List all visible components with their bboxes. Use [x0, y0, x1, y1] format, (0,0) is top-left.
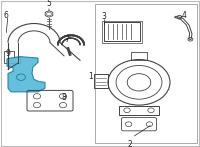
Text: 3: 3: [101, 12, 106, 21]
FancyBboxPatch shape: [95, 4, 197, 143]
Text: 8: 8: [62, 92, 67, 102]
Text: 6: 6: [3, 11, 8, 20]
Text: 2: 2: [128, 140, 132, 147]
Text: 7: 7: [64, 35, 69, 44]
Polygon shape: [7, 57, 45, 92]
Text: 4: 4: [182, 11, 187, 20]
Text: 5: 5: [47, 0, 51, 8]
Text: 1: 1: [88, 72, 93, 81]
Text: 9: 9: [5, 49, 10, 58]
